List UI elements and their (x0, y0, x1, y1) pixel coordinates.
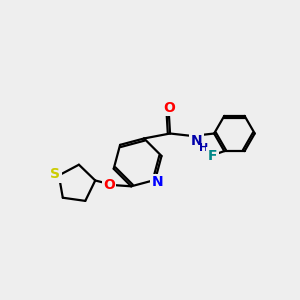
Text: N: N (152, 176, 164, 189)
Text: F: F (208, 148, 217, 163)
Text: H: H (199, 143, 208, 153)
Text: O: O (103, 178, 115, 192)
Text: S: S (50, 167, 60, 181)
Text: O: O (163, 101, 175, 115)
Text: N: N (191, 134, 202, 148)
